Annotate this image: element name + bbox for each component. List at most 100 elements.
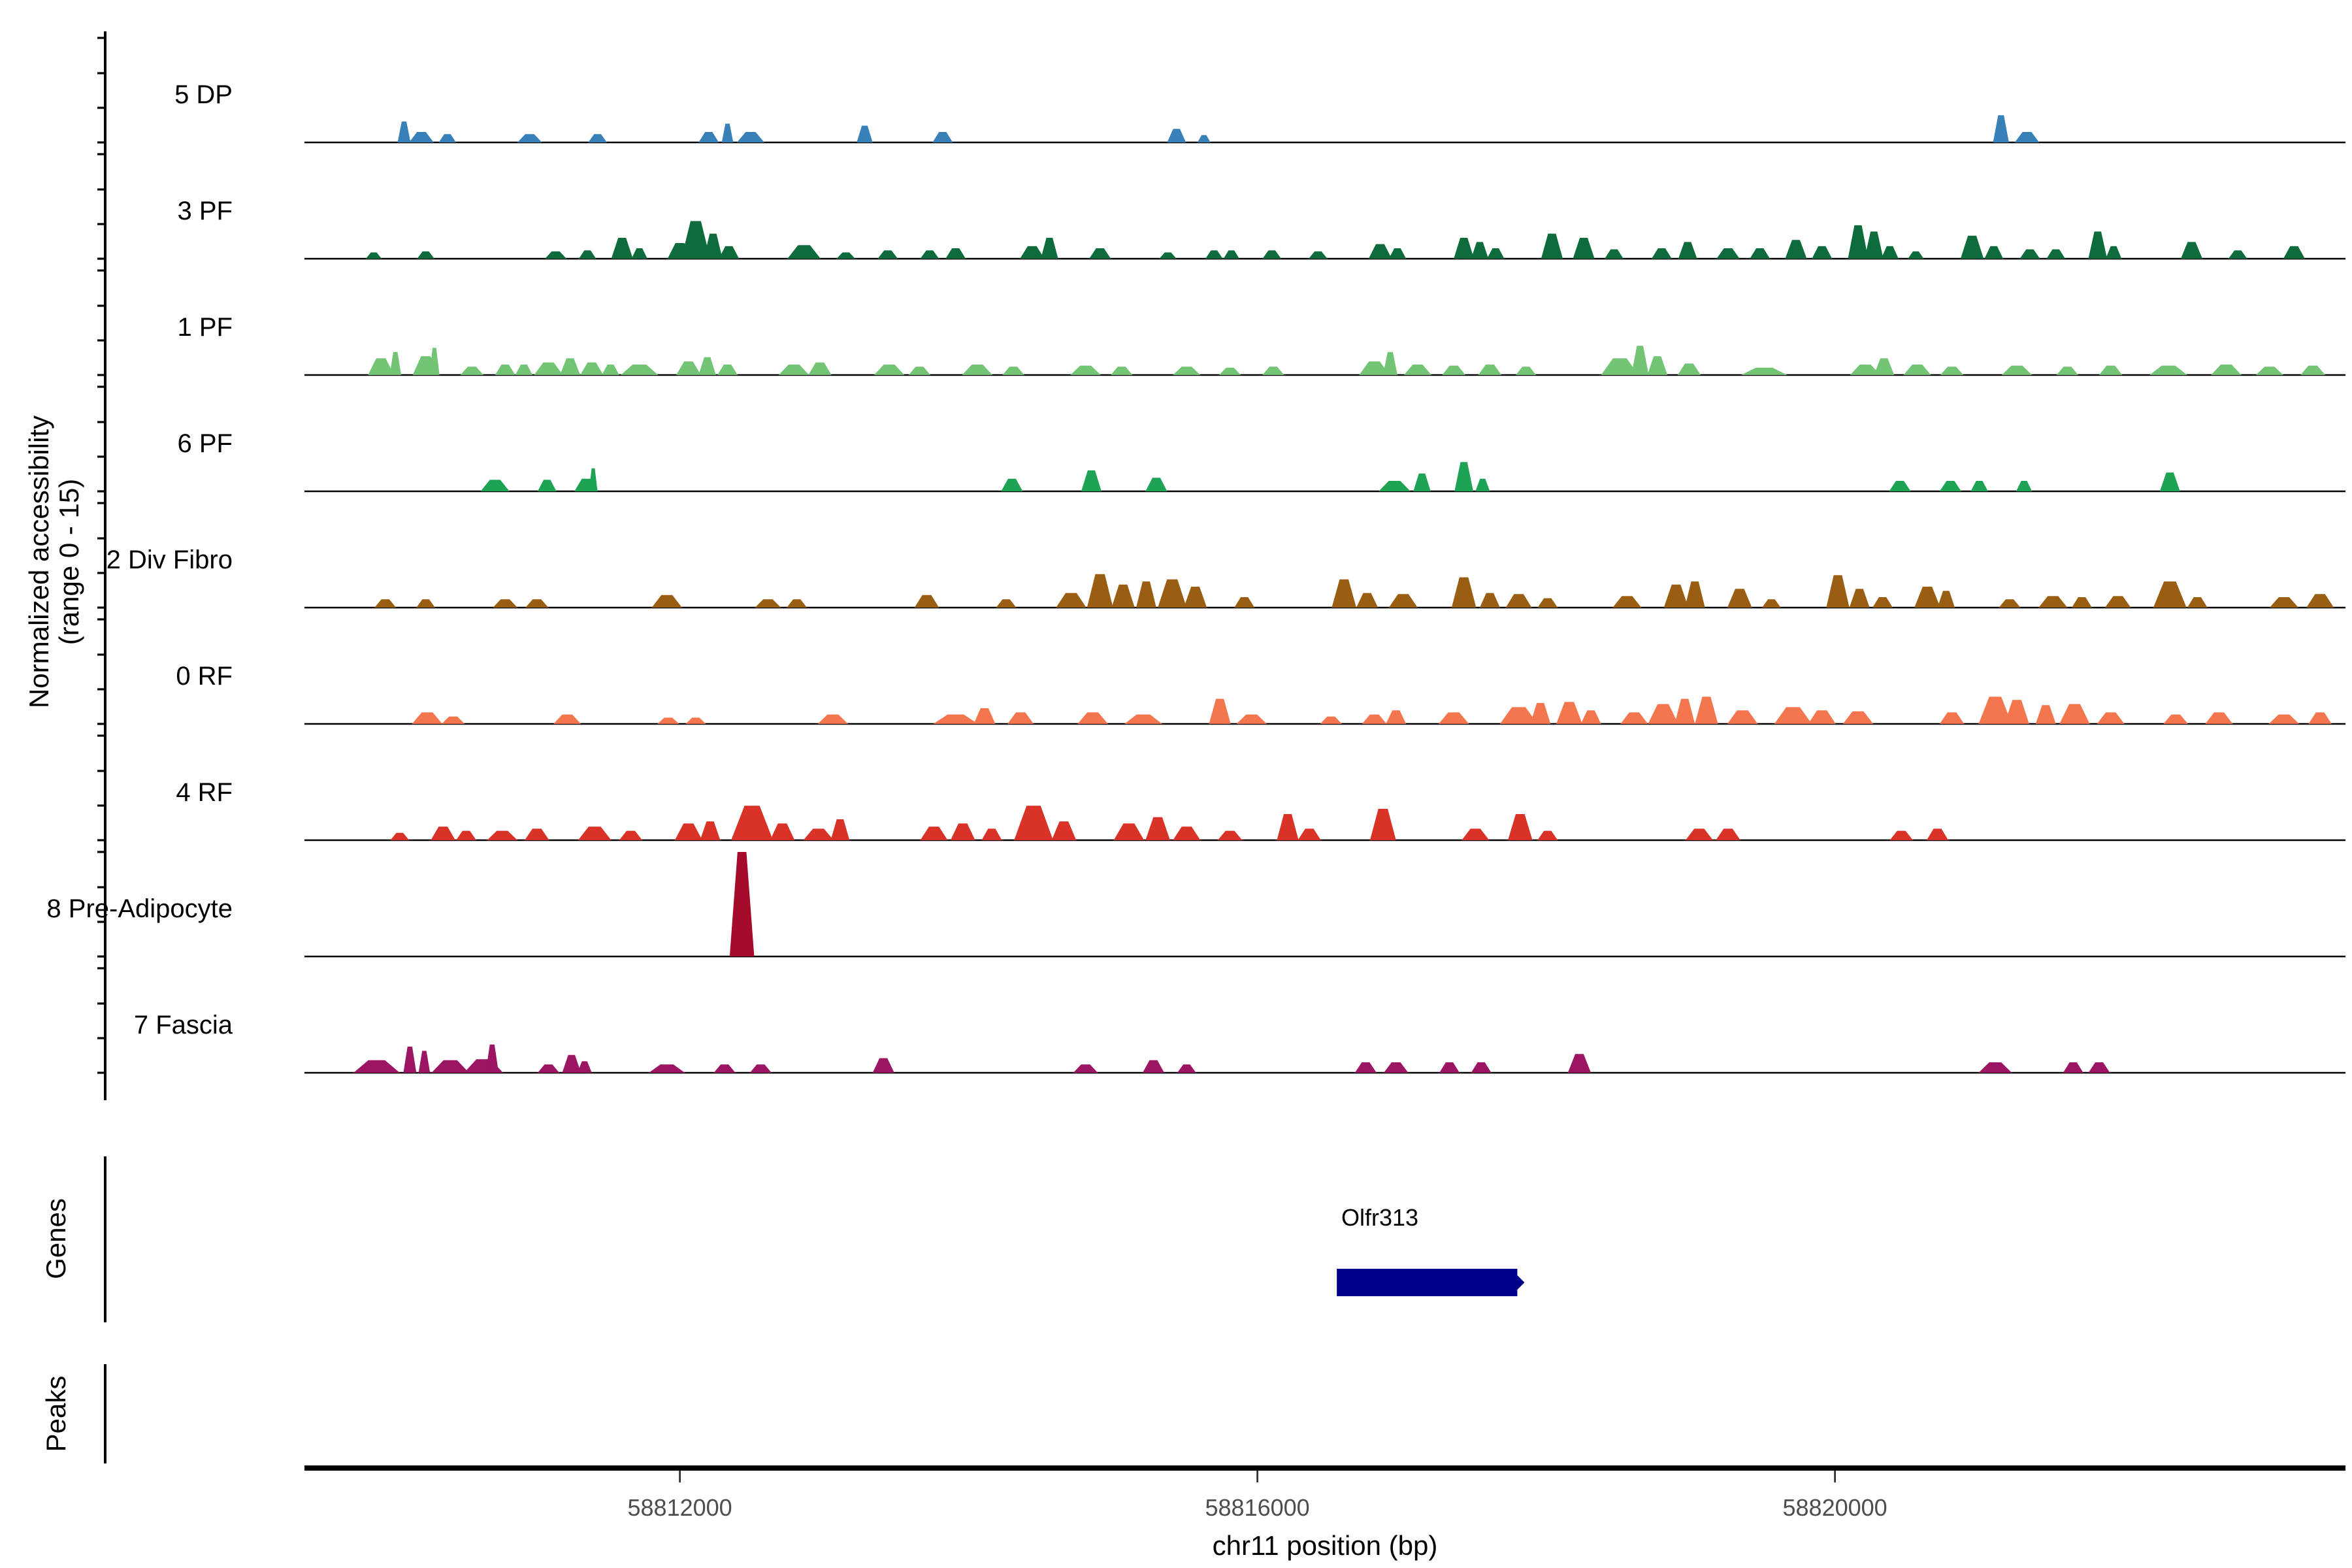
coverage-peak [1826,575,1850,608]
coverage-peak [2153,581,2187,608]
peaks-track: Peaks [41,1364,106,1463]
coverage-peak [1475,478,1490,491]
coverage-peak [1236,714,1267,724]
coverage-track-0-rf [412,696,2332,724]
coverage-peak [1601,358,1639,375]
coverage-peak [2308,712,2332,724]
gene-strand-arrow-icon [1516,1275,1525,1290]
coverage-peak [1716,248,1740,259]
coverage-peak [397,122,411,142]
coverage-peak [438,134,457,142]
coverage-peak [1234,597,1255,608]
coverage-peak [1889,830,1913,840]
coverage-peak [1970,481,1988,491]
coverage-peak [1158,579,1187,608]
coverage-peak [908,367,931,375]
coverage-peak [2046,249,2066,259]
coverage-peak [1368,244,1392,259]
coverage-peak [1356,593,1379,608]
coverage-peak [933,714,978,724]
coverage-peak [1812,246,1833,259]
coverage-peak [429,348,440,375]
coverage-peak [577,1061,592,1073]
coverage-peak [1089,248,1111,259]
coverage-peak [649,1064,685,1073]
coverage-peak [803,828,834,840]
coverage-peak [2016,481,2033,491]
coverage-peak [431,826,455,840]
coverage-peak [1939,481,1961,491]
coverage-peak [1331,579,1356,608]
coverage-peak [441,716,465,724]
coverage-peak [553,714,581,724]
coverage-peak [588,134,607,142]
x-tick-label: 58812000 [628,1494,732,1521]
coverage-peak [721,123,734,142]
coverage-peak [1081,470,1102,491]
coverage-peak [1677,363,1701,375]
coverage-peak [487,830,517,840]
coverage-peak [1383,1062,1409,1073]
coverage-peak [403,1047,417,1073]
coverage-peak [1631,346,1649,375]
coverage-peak [1223,250,1239,259]
coverage-peak [1135,581,1156,608]
coverage-peak [1908,251,1924,259]
coverage-peak [1580,710,1601,724]
coverage-peak [515,365,533,375]
coverage-peak [1124,714,1162,724]
coverage-peak [562,1054,581,1073]
coverage-peak [2149,365,2187,375]
coverage-peak [418,1051,431,1073]
coverage-peak [374,599,397,608]
coverage-peak [713,1064,736,1073]
coverage-peak [2097,712,2125,724]
coverage-peak [817,714,849,724]
coverage-track-7-fascia [353,1044,2110,1073]
coverage-peak [736,132,764,142]
coverage-peak [578,250,596,259]
coverage-peak [1382,351,1397,375]
coverage-peak [945,248,966,259]
coverage-peak [1727,589,1752,608]
coverage-peak [525,828,549,840]
coverage-peak [1684,581,1705,608]
coverage-peak [2269,597,2299,608]
coverage-peak [1864,231,1884,259]
coverage-peak [1183,587,1207,608]
coverage-peak [431,1060,469,1073]
coverage-peak [353,1060,400,1073]
coverage-peak [2268,714,2300,724]
coverage-peak [1914,587,1940,608]
coverage-peak [932,132,953,142]
coverage-track-8-pre-adipocyte [729,852,755,956]
coverage-peak [950,823,975,840]
track-label-8-pre-adipocyte: 8 Pre-Adipocyte [46,894,233,923]
coverage-peak [560,358,581,375]
coverage-peak [1486,248,1505,259]
coverage-peak [2205,712,2233,724]
coverage-peak [749,1064,772,1073]
coverage-peak [1648,704,1678,724]
coverage-peak [1209,698,1231,724]
coverage-peak [1386,710,1407,724]
coverage-peak [525,599,549,608]
coverage-peak [1173,367,1201,375]
coverage-peak [1413,473,1431,491]
coverage-peak [1939,712,1965,724]
coverage-peak [1219,367,1241,375]
coverage-peak [1167,129,1186,142]
coverage-peak [1354,1062,1377,1073]
coverage-peak [1541,233,1563,259]
coverage-peak [1438,712,1469,724]
coverage-peak [920,250,939,259]
coverage-peak [1926,828,1949,840]
coverage-peak [1605,249,1624,259]
coverage-peak [872,1058,894,1073]
coverage-peak [1205,250,1223,259]
coverage-peak [1403,365,1431,375]
track-label-3-pf: 3 PF [178,197,233,225]
coverage-peak [365,252,382,259]
y-axis-bracket [97,31,106,1100]
coverage-peak [589,468,598,491]
